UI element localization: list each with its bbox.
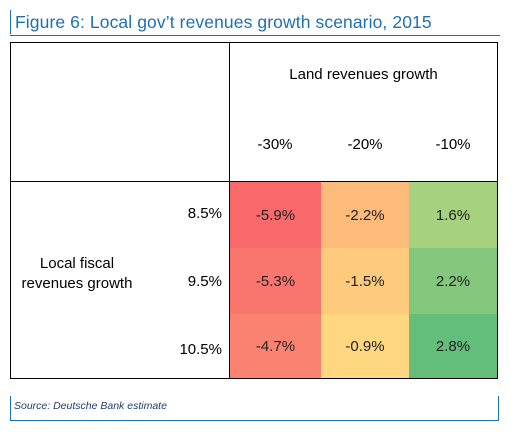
source-rule-bottom [10, 420, 499, 421]
heatmap-cell: -0.9% [321, 314, 409, 378]
column-label: -30% [257, 136, 293, 153]
heatmap-cell-label: -5.9% [255, 206, 296, 224]
figure-title: Figure 6: Local gov’t revenues growth sc… [15, 12, 432, 32]
heatmap-cell-label: 2.8% [435, 337, 471, 355]
column-header-title: Land revenues growth [289, 66, 438, 83]
heatmap-cell: -4.7% [230, 314, 321, 378]
row-label: 8.5% [187, 205, 222, 222]
heatmap-cell-label: -4.7% [255, 337, 296, 355]
source-rule-right [498, 396, 499, 420]
heatmap-cell-label: -0.9% [345, 337, 385, 355]
column-label: -20% [347, 136, 383, 153]
source-note: Source: Deutsche Bank estimate [14, 400, 167, 412]
column-label: -10% [435, 136, 471, 153]
heatmap-cell: 2.2% [409, 248, 497, 314]
heatmap-cell: 2.8% [409, 314, 497, 378]
table-horizontal-divider [11, 181, 497, 182]
heatmap-cell-label: -1.5% [345, 272, 385, 290]
heatmap-cell-label: 1.6% [435, 206, 471, 224]
source-rule-left [10, 396, 11, 420]
heatmap-cell: -5.9% [230, 182, 321, 248]
title-underline [10, 35, 500, 36]
table-vertical-divider [229, 43, 230, 379]
heatmap-cell: 1.6% [409, 182, 497, 248]
heatmap-cell-label: 2.2% [435, 272, 471, 290]
row-header-title: Local fiscal revenues growth [21, 255, 133, 292]
row-label: 9.5% [187, 273, 222, 290]
table-frame [10, 42, 498, 379]
figure-title-bar: Figure 6: Local gov’t revenues growth sc… [10, 10, 501, 34]
heatmap-cell: -2.2% [321, 182, 409, 248]
heatmap-cell-label: -2.2% [345, 206, 385, 224]
row-label: 10.5% [179, 341, 222, 358]
heatmap-cell-label: -5.3% [255, 272, 296, 290]
heatmap-cell: -5.3% [230, 248, 321, 314]
heatmap-cell: -1.5% [321, 248, 409, 314]
